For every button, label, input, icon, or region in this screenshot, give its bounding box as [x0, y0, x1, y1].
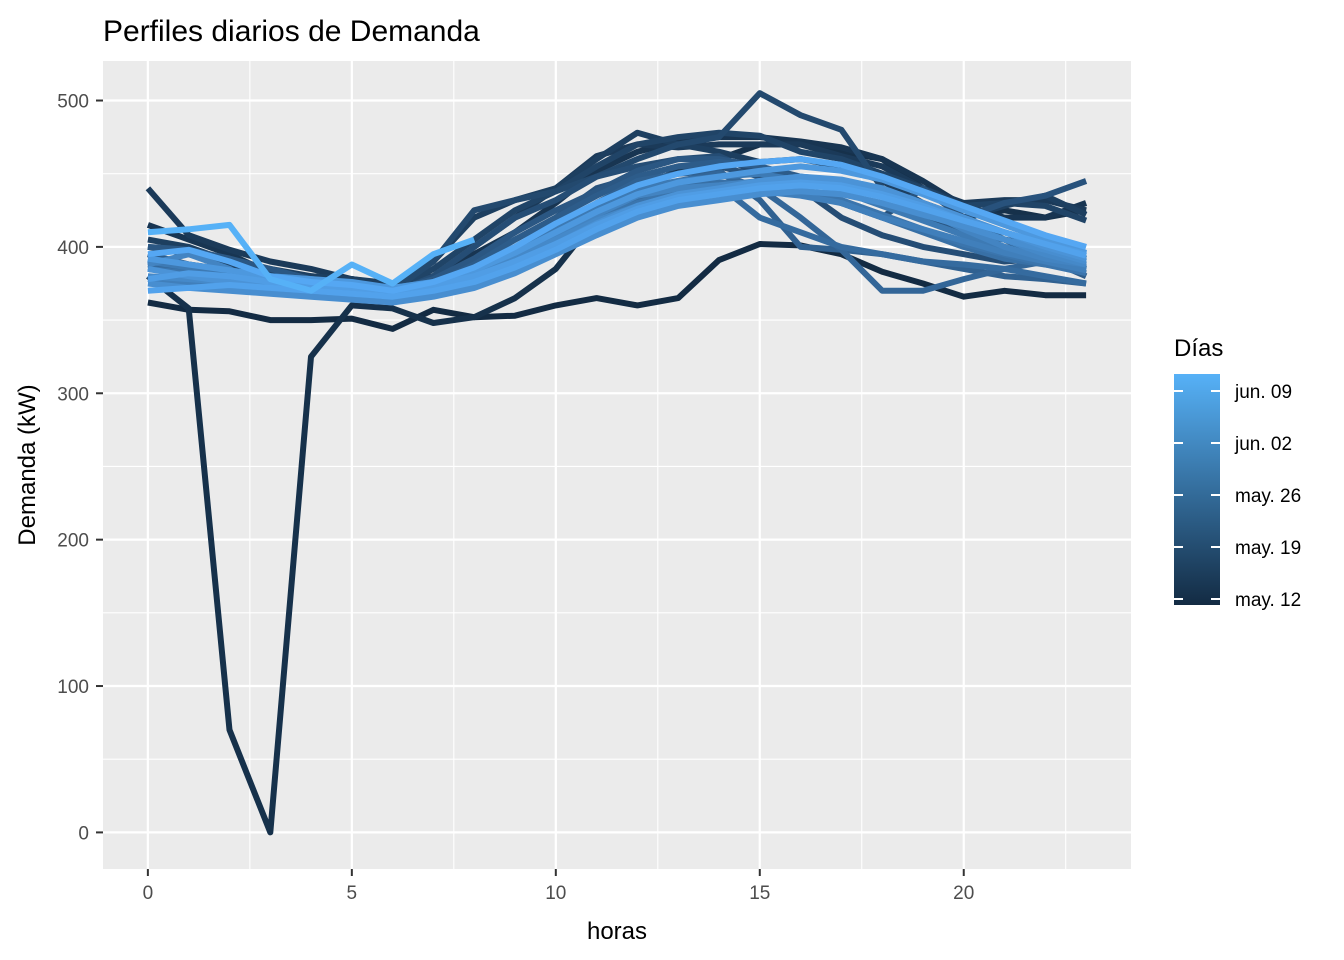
y-tick-label: 400: [57, 238, 89, 259]
y-axis: 0 100 200 300 400 500: [57, 92, 103, 844]
y-tick-label: 100: [57, 677, 89, 698]
y-tick-label: 200: [57, 531, 89, 552]
y-axis-label: Demanda (kW): [14, 384, 41, 545]
legend-ticks: jun. 09 jun. 02 may. 26 may. 19 may. 12: [1174, 382, 1301, 611]
x-tick-label: 0: [143, 883, 154, 904]
legend-colorbar: [1174, 374, 1220, 605]
y-tick-label: 300: [57, 384, 89, 405]
legend-label: jun. 09: [1234, 382, 1292, 403]
y-tick-label: 500: [57, 92, 89, 113]
legend: Días jun. 09 jun. 02 may. 26 may. 19 may. 12: [1174, 335, 1301, 611]
series-line-27: [147, 221, 476, 294]
series-line-21: [147, 188, 1087, 306]
x-tick-label: 10: [545, 883, 566, 904]
x-tick-label: 20: [953, 883, 974, 904]
legend-label: may. 19: [1235, 538, 1301, 559]
x-tick-label: 15: [749, 883, 770, 904]
series-layer: [145, 90, 1088, 836]
x-axis: 0 5 10 15 20: [143, 869, 974, 904]
legend-label: may. 26: [1235, 486, 1301, 507]
x-tick-label: 5: [347, 883, 358, 904]
series-line-1: [147, 241, 1087, 332]
x-axis-label: horas: [587, 918, 647, 945]
series-line-26: [147, 156, 1087, 294]
y-tick-label: 0: [78, 823, 89, 844]
legend-title: Días: [1174, 335, 1223, 362]
legend-label: may. 12: [1235, 590, 1301, 611]
chart-title: Perfiles diarios de Demanda: [103, 15, 480, 48]
legend-label: jun. 02: [1234, 434, 1292, 455]
